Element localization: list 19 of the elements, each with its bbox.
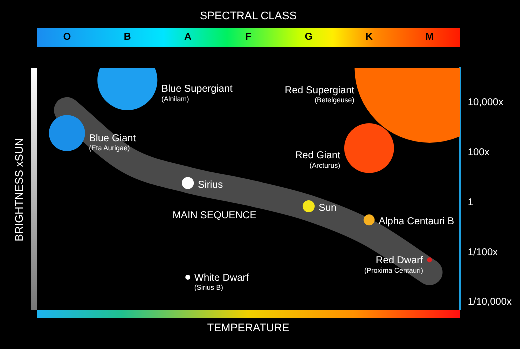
- series-label: Sun: [318, 203, 337, 214]
- x-tick-label: G: [305, 32, 314, 43]
- x-tick-label: A: [184, 32, 192, 43]
- x-tick-label: F: [245, 32, 252, 43]
- x-axis-title: TEMPERATURE: [207, 322, 290, 334]
- x2-axis-title: SPECTRAL CLASS: [200, 10, 297, 23]
- x-tick-label: O: [63, 32, 72, 43]
- series-label: Alpha Centauri B: [378, 216, 455, 228]
- y-tick-label: 1: [468, 197, 474, 208]
- x-tick-label: M: [426, 32, 434, 43]
- y-tick-label: 1/10,000x: [468, 297, 512, 308]
- x-tick-label: B: [124, 32, 132, 43]
- y-axis-title: BRIGHTNESS xSUN: [14, 138, 26, 242]
- series-label: Sirius: [198, 180, 224, 191]
- annotation: MAIN SEQUENCE: [172, 210, 257, 222]
- y-tick-label: 100x: [468, 148, 490, 159]
- y-tick-label: 10,000x: [468, 98, 504, 109]
- x-tick-label: K: [366, 32, 374, 43]
- y-tick-label: 1/100x: [468, 247, 498, 258]
